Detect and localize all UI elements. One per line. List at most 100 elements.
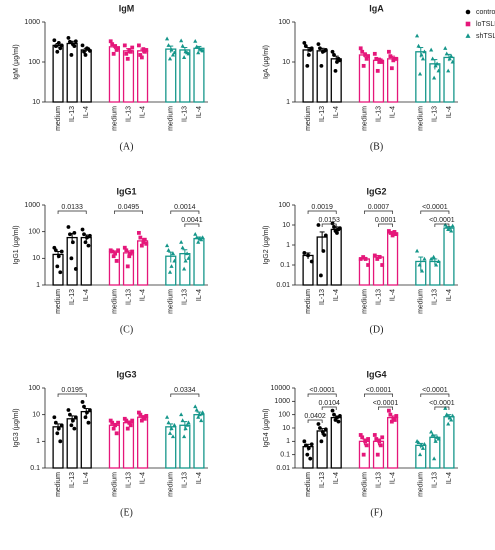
x-tick-label: medium <box>111 472 118 497</box>
x-tick-label: medium <box>55 472 62 497</box>
data-point <box>110 420 115 425</box>
significance-bracket <box>420 210 450 214</box>
x-tick-label: IL-4 <box>139 289 146 301</box>
data-point <box>169 264 174 268</box>
data-point <box>358 46 363 51</box>
data-point <box>184 422 190 427</box>
bar <box>179 424 191 469</box>
data-point <box>389 419 394 424</box>
data-point <box>335 60 339 64</box>
data-point <box>363 257 368 261</box>
data-point <box>59 43 64 48</box>
data-point <box>361 255 366 259</box>
data-point <box>179 412 184 417</box>
data-point <box>169 47 174 52</box>
data-point <box>183 426 188 431</box>
bar <box>387 58 399 103</box>
data-point <box>80 227 85 232</box>
significance-bracket <box>321 223 337 227</box>
x-tick-label: IL-13 <box>125 106 132 122</box>
data-point <box>320 430 325 434</box>
data-point <box>113 44 118 48</box>
data-point <box>56 426 61 431</box>
panel-label: (F) <box>370 507 382 518</box>
x-tick-label: medium <box>418 106 425 131</box>
bar <box>372 59 385 103</box>
data-point <box>194 235 199 240</box>
significance-bracket <box>57 393 87 397</box>
data-point <box>127 254 132 259</box>
bar <box>80 49 92 103</box>
data-point <box>184 251 190 256</box>
panel-title: IgG2 <box>366 186 386 196</box>
data-point <box>193 38 198 43</box>
data-point <box>52 38 57 43</box>
data-point <box>422 442 427 446</box>
x-tick-label: IL-13 <box>182 289 189 305</box>
data-point <box>449 228 454 233</box>
data-point <box>417 452 423 457</box>
data-point <box>199 237 204 242</box>
p-value-label: 0.0402 <box>304 413 326 420</box>
data-point <box>332 53 336 57</box>
data-point <box>179 38 184 43</box>
data-point <box>305 63 310 68</box>
data-point <box>164 36 170 41</box>
data-point <box>70 240 75 245</box>
data-point <box>363 53 368 57</box>
bar <box>372 256 385 286</box>
x-tick-label: IL-4 <box>333 106 340 118</box>
data-point <box>330 221 335 226</box>
x-tick-label: IL-4 <box>139 106 146 118</box>
data-point <box>172 50 177 55</box>
data-point <box>444 51 449 56</box>
bar <box>330 58 342 103</box>
data-point <box>124 248 129 253</box>
data-point <box>141 240 146 245</box>
x-tick-label: IL-4 <box>333 472 340 484</box>
data-point <box>72 426 77 431</box>
data-point <box>305 452 310 457</box>
legend-marker <box>465 9 471 15</box>
x-tick-label: IL-4 <box>389 106 396 118</box>
data-point <box>377 439 382 444</box>
data-point <box>380 60 385 64</box>
y-axis-label: IgM (µg/ml) <box>13 44 20 80</box>
p-value-label: 0.0133 <box>61 204 83 211</box>
data-point <box>338 226 342 230</box>
data-point <box>416 43 421 48</box>
x-tick-label: IL-4 <box>196 106 203 118</box>
data-point <box>128 49 133 54</box>
data-point <box>82 232 86 237</box>
y-tick-label: 100 <box>28 229 40 236</box>
data-point <box>66 36 71 40</box>
data-point <box>180 418 185 423</box>
data-point <box>306 253 310 258</box>
data-point <box>200 410 205 415</box>
data-point <box>450 59 455 64</box>
data-point <box>164 243 170 248</box>
y-tick-label: 0.01 <box>276 465 290 472</box>
data-point <box>68 412 72 417</box>
data-point <box>85 235 89 240</box>
data-point <box>194 407 199 412</box>
bar <box>193 414 205 469</box>
p-value-label: 0.0041 <box>181 217 203 224</box>
bar <box>443 227 455 286</box>
data-point <box>446 68 451 73</box>
data-point <box>436 68 441 73</box>
significance-bracket <box>364 210 393 214</box>
data-point <box>332 225 336 229</box>
significance-bracket <box>378 406 393 410</box>
data-point <box>83 415 88 420</box>
significance-bracket <box>184 223 200 227</box>
data-point <box>53 420 58 425</box>
data-point <box>388 412 393 417</box>
data-point <box>417 262 422 267</box>
data-point <box>335 231 339 235</box>
data-point <box>68 232 72 237</box>
x-tick-label: IL-13 <box>69 289 76 305</box>
data-point <box>377 255 382 259</box>
x-tick-label: medium <box>361 289 368 314</box>
y-tick-label: 10 <box>282 59 290 66</box>
